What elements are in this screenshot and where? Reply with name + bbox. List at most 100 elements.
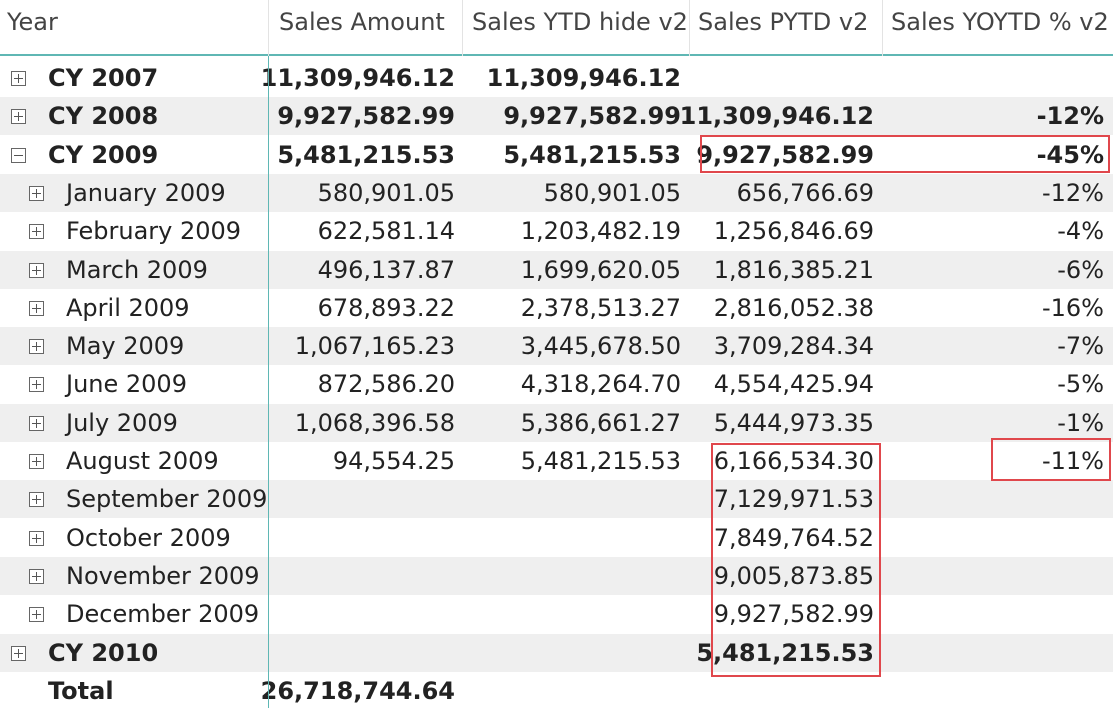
cell-sales-amount: 94,554.25 (332, 447, 455, 475)
row-label: CY 2008 (48, 102, 159, 131)
cell-yoytd: -4% (1057, 217, 1104, 246)
cell-sales-amount: 9,927,582.99 (277, 102, 455, 131)
total-label: Total (48, 676, 114, 705)
header-divider (462, 0, 463, 56)
cell-sales-pytd: 1,256,846.69 (713, 217, 874, 246)
header-sales-pytd-v2[interactable]: Sales PYTD v2 (698, 8, 869, 36)
cell-sales-amount: 11,309,946.12 (260, 64, 455, 92)
cell-yoytd: -11% (1041, 447, 1104, 475)
cell-sales-ytd: 9,927,582.99 (503, 102, 681, 131)
cell-yoytd: -6% (1057, 255, 1104, 284)
table-row: October 2009 7,849,764.52 (0, 519, 1113, 557)
row-label: March 2009 (66, 255, 208, 284)
expand-plus-icon[interactable] (29, 339, 44, 355)
cell-sales-ytd: 4,318,264.70 (520, 370, 681, 399)
row-label: May 2009 (66, 332, 185, 361)
cell-sales-pytd: 7,129,971.53 (713, 485, 874, 514)
total-row: Total 26,718,744.64 (0, 672, 1113, 710)
expand-plus-icon[interactable] (11, 645, 26, 661)
expand-plus-icon[interactable] (11, 109, 26, 125)
expand-plus-icon[interactable] (29, 568, 44, 584)
cell-sales-pytd: 7,849,764.52 (713, 523, 874, 552)
table-row: March 2009 496,137.87 1,699,620.05 1,816,38… (0, 250, 1113, 289)
header-sales-yoytd-pct-v2[interactable]: Sales YOYTD % v2 (891, 8, 1109, 36)
cell-sales-pytd: 1,816,385.21 (713, 255, 874, 284)
cell-sales-pytd: 9,005,873.85 (713, 561, 874, 590)
cell-sales-ytd: 5,481,215.53 (503, 140, 681, 169)
row-label: February 2009 (66, 217, 242, 246)
table-row: April 2009 678,893.22 2,378,513.27 2,816,05… (0, 289, 1113, 327)
expand-plus-icon[interactable] (29, 415, 44, 431)
cell-sales-ytd: 1,203,482.19 (520, 217, 681, 246)
cell-sales-ytd: 5,386,661.27 (520, 408, 681, 437)
row-label: June 2009 (66, 370, 187, 399)
cell-yoytd: -7% (1057, 332, 1104, 361)
cell-sales-ytd: 580,901.05 (543, 178, 681, 207)
expand-plus-icon[interactable] (29, 224, 44, 240)
header-sales-ytd-hide-v2[interactable]: Sales YTD hide v2 (472, 8, 688, 36)
row-label: December 2009 (66, 600, 260, 629)
expand-plus-icon[interactable] (29, 530, 44, 546)
cell-sales-pytd: 5,481,215.53 (696, 638, 874, 667)
cell-sales-amount: 580,901.05 (317, 178, 455, 207)
expand-plus-icon[interactable] (29, 300, 44, 316)
cell-sales-amount: 1,067,165.23 (294, 332, 455, 361)
cell-sales-pytd: 4,554,425.94 (713, 370, 874, 399)
expand-plus-icon[interactable] (29, 492, 44, 508)
cell-yoytd: -45% (1036, 140, 1104, 169)
row-label: September 2009 (66, 485, 268, 514)
cell-sales-amount: 678,893.22 (317, 293, 455, 322)
cell-sales-pytd: 9,927,582.99 (696, 140, 874, 169)
cell-yoytd: -12% (1041, 178, 1104, 207)
header-sales-amount[interactable]: Sales Amount (279, 8, 445, 36)
table-row: July 2009 1,068,396.58 5,386,661.27 5,444,9… (0, 403, 1113, 442)
row-label: April 2009 (66, 293, 190, 322)
collapse-minus-icon[interactable] (11, 147, 26, 163)
cell-sales-ytd: 11,309,946.12 (486, 64, 681, 92)
cell-sales-ytd: 5,481,215.53 (520, 447, 681, 475)
table-row: January 2009 580,901.05 580,901.05 656,766.… (0, 173, 1113, 212)
row-label: CY 2007 (48, 64, 159, 92)
cell-yoytd: -12% (1036, 102, 1104, 131)
expand-plus-icon[interactable] (29, 607, 44, 623)
row-header-divider (268, 56, 269, 708)
table-row: CY 2009 5,481,215.53 5,481,215.53 9,927,582… (0, 136, 1113, 174)
header-divider (689, 0, 690, 56)
cell-sales-amount: 872,586.20 (317, 370, 455, 399)
column-header-row: Year Sales Amount Sales YTD hide v2 Sale… (0, 0, 1113, 56)
cell-sales-ytd: 2,378,513.27 (520, 293, 681, 322)
row-label: August 2009 (66, 447, 219, 475)
row-label: CY 2009 (48, 140, 159, 169)
table-row: December 2009 9,927,582.99 (0, 595, 1113, 633)
expand-plus-icon[interactable] (11, 71, 26, 86)
row-label: January 2009 (66, 178, 226, 207)
cell-sales-pytd: 5,444,973.35 (713, 408, 874, 437)
table-row: August 2009 94,554.25 5,481,215.53 6,166,53… (0, 442, 1113, 480)
cell-yoytd: -16% (1041, 293, 1104, 322)
table-row: June 2009 872,586.20 4,318,264.70 4,554,425… (0, 365, 1113, 403)
cell-sales-pytd: 2,816,052.38 (713, 293, 874, 322)
expand-plus-icon[interactable] (29, 262, 44, 278)
row-label: CY 2010 (48, 638, 159, 667)
header-divider (882, 0, 883, 56)
expand-plus-icon[interactable] (29, 185, 44, 201)
table-row: CY 2010 5,481,215.53 (0, 633, 1113, 672)
cell-sales-pytd: 656,766.69 (736, 178, 874, 207)
cell-sales-ytd: 3,445,678.50 (520, 332, 681, 361)
total-cell-sales-amount: 26,718,744.64 (260, 676, 455, 705)
table-row: CY 2008 9,927,582.99 9,927,582.99 11,309,94… (0, 97, 1113, 136)
header-divider (268, 0, 269, 56)
cell-sales-amount: 496,137.87 (317, 255, 455, 284)
expand-plus-icon[interactable] (29, 377, 44, 393)
header-year[interactable]: Year (7, 8, 58, 36)
table-row: February 2009 622,581.14 1,203,482.19 1,256… (0, 212, 1113, 250)
table-row: May 2009 1,067,165.23 3,445,678.50 3,709,28… (0, 327, 1113, 366)
row-label: July 2009 (66, 408, 178, 437)
table-row: September 2009 7,129,971.53 (0, 480, 1113, 519)
table-row: CY 2007 11,309,946.12 11,309,946.12 (0, 59, 1113, 97)
cell-yoytd: -1% (1057, 408, 1104, 437)
cell-sales-pytd: 3,709,284.34 (713, 332, 874, 361)
expand-plus-icon[interactable] (29, 454, 44, 469)
row-label: November 2009 (66, 561, 260, 590)
